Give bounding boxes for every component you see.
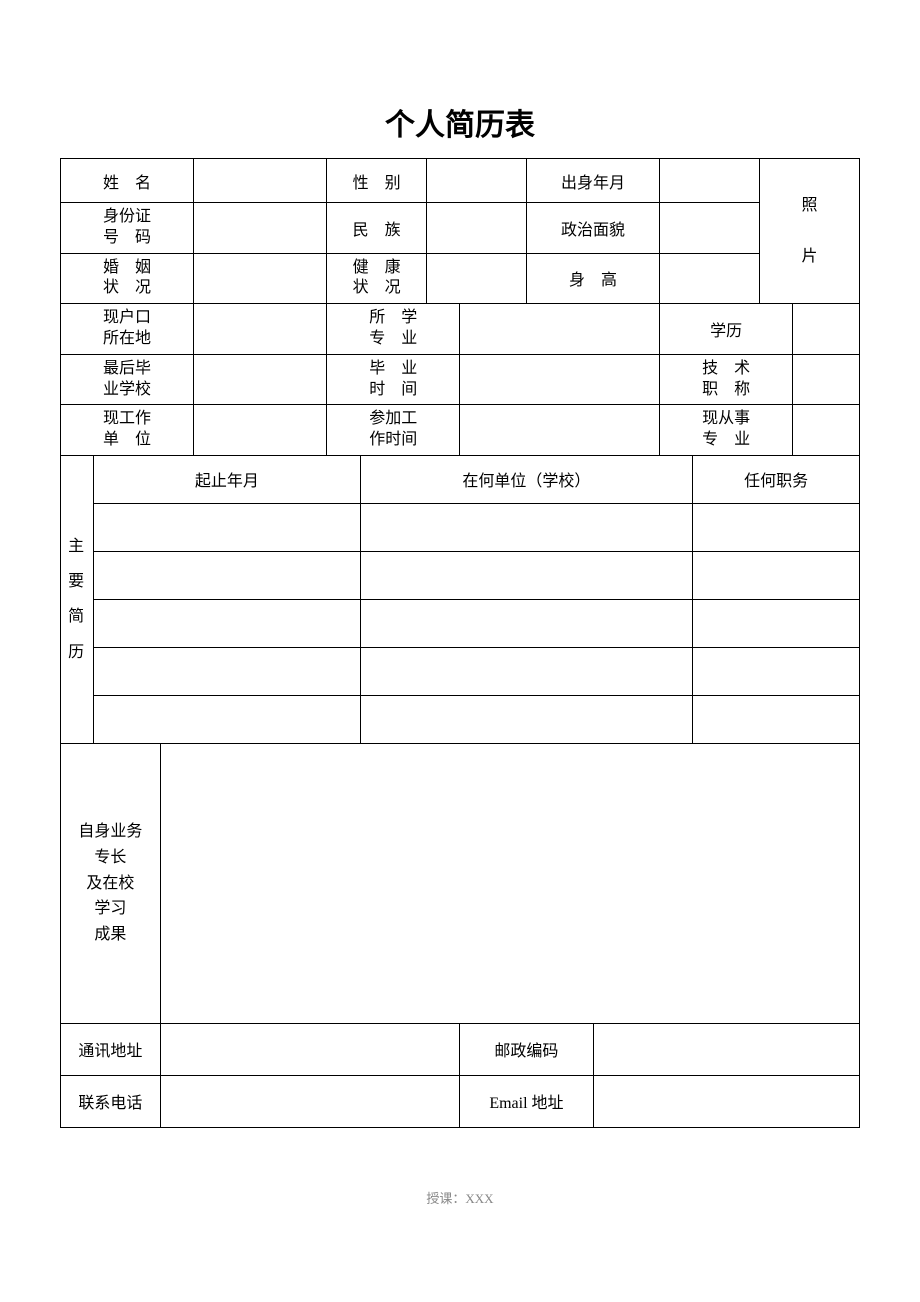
label-hukou: 现户口所在地 xyxy=(61,304,194,355)
value-workunit xyxy=(194,405,327,456)
history-row-unit xyxy=(360,551,693,599)
value-gender xyxy=(427,159,527,203)
history-row-period xyxy=(94,503,360,551)
label-major: 所 学专 业 xyxy=(327,304,460,355)
value-email xyxy=(593,1075,860,1127)
value-name xyxy=(194,159,327,203)
label-address: 通讯地址 xyxy=(61,1023,161,1075)
value-major xyxy=(460,304,660,355)
value-education xyxy=(793,304,860,355)
value-gradtime xyxy=(460,354,660,405)
history-row-position xyxy=(693,551,860,599)
photo-label-2: 片 xyxy=(762,231,857,282)
form-title: 个人简历表 xyxy=(60,100,860,144)
value-ethnicity xyxy=(427,203,527,254)
value-postcode xyxy=(593,1023,860,1075)
resume-table: 姓 名 性 别 出身年月 照 片 身份证号 码 民 族 政治面貌 婚 姻状 况 … xyxy=(60,158,860,1128)
label-gradtime: 毕 业时 间 xyxy=(327,354,460,405)
history-row-unit xyxy=(360,695,693,743)
footer-text: 授课：XXX xyxy=(60,1188,860,1207)
history-row-position xyxy=(693,503,860,551)
history-row-period xyxy=(94,647,360,695)
label-whichunit: 在何单位（学校） xyxy=(360,455,693,503)
history-row-position xyxy=(693,599,860,647)
label-phone: 联系电话 xyxy=(61,1075,161,1127)
photo-label-1: 照 xyxy=(762,180,857,231)
label-ethnicity: 民 族 xyxy=(327,203,427,254)
label-idnumber: 身份证号 码 xyxy=(61,203,194,254)
value-height xyxy=(660,253,760,304)
label-school: 最后毕业学校 xyxy=(61,354,194,405)
label-marital: 婚 姻状 况 xyxy=(61,253,194,304)
label-position: 任何职务 xyxy=(693,455,860,503)
value-health xyxy=(427,253,527,304)
photo-cell: 照 片 xyxy=(759,159,859,304)
value-school xyxy=(194,354,327,405)
label-curmajor: 现从事专 业 xyxy=(660,405,793,456)
value-techtitle xyxy=(793,354,860,405)
value-workstart xyxy=(460,405,660,456)
value-curmajor xyxy=(793,405,860,456)
label-birthdate: 出身年月 xyxy=(526,159,659,203)
label-height: 身 高 xyxy=(526,253,659,304)
label-workunit: 现工作单 位 xyxy=(61,405,194,456)
value-specialty xyxy=(160,743,859,1023)
history-row-unit xyxy=(360,647,693,695)
label-name: 姓 名 xyxy=(61,159,194,203)
label-workstart: 参加工作时间 xyxy=(327,405,460,456)
history-row-period xyxy=(94,599,360,647)
value-idnumber xyxy=(194,203,327,254)
value-political xyxy=(660,203,760,254)
label-gender: 性 别 xyxy=(327,159,427,203)
value-marital xyxy=(194,253,327,304)
value-address xyxy=(160,1023,460,1075)
value-phone xyxy=(160,1075,460,1127)
history-row-period xyxy=(94,695,360,743)
value-birthdate xyxy=(660,159,760,203)
label-history: 主要简历 xyxy=(61,455,94,743)
history-row-period xyxy=(94,551,360,599)
history-row-unit xyxy=(360,503,693,551)
label-specialty: 自身业务专长及在校学习成果 xyxy=(61,743,161,1023)
label-techtitle: 技 术职 称 xyxy=(660,354,793,405)
label-political: 政治面貌 xyxy=(526,203,659,254)
value-hukou xyxy=(194,304,327,355)
label-period: 起止年月 xyxy=(94,455,360,503)
label-health: 健 康状 况 xyxy=(327,253,427,304)
label-education: 学历 xyxy=(660,304,793,355)
label-email: Email 地址 xyxy=(460,1075,593,1127)
history-row-unit xyxy=(360,599,693,647)
history-row-position xyxy=(693,695,860,743)
label-postcode: 邮政编码 xyxy=(460,1023,593,1075)
history-row-position xyxy=(693,647,860,695)
